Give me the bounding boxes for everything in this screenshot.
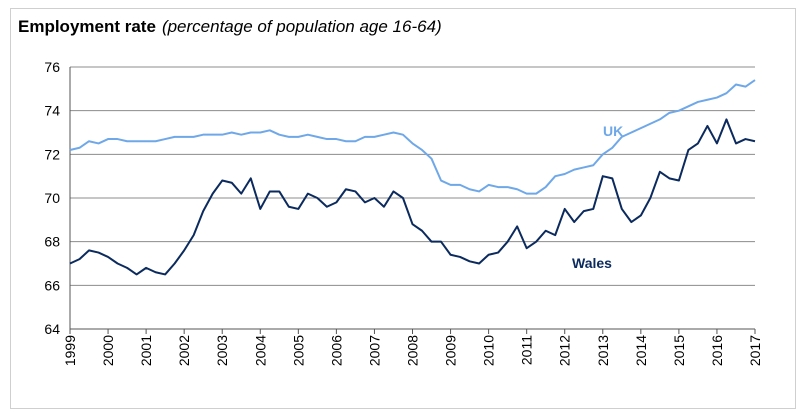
y-tick-label: 74 [44,103,60,119]
x-tick-label: 2001 [138,335,154,366]
series-label: UK [603,123,623,139]
y-tick-label: 68 [44,234,60,250]
series-label: Wales [572,255,612,271]
y-tick-label: 66 [44,277,60,293]
x-tick-label: 2009 [443,335,459,366]
frame [10,8,796,409]
chart-title: Employment rate [18,17,156,36]
x-tick-label: 2007 [366,335,382,366]
x-tick-label: 2003 [214,335,230,366]
y-tick-label: 76 [44,59,60,75]
y-tick-label: 64 [44,321,60,337]
y-tick-label: 72 [44,146,60,162]
x-tick-label: 2000 [100,335,116,366]
x-tick-label: 2004 [252,335,268,366]
x-tick-label: 2005 [290,335,306,366]
series-line [69,118,756,276]
y-tick-label: 70 [44,190,60,206]
chart-subtitle: (percentage of population age 16-64) [162,17,442,36]
x-tick-label: 2006 [328,335,344,366]
x-tick-label: 2017 [747,335,763,366]
x-tick-label: 2011 [519,335,535,365]
x-tick-label: 2012 [557,335,573,366]
x-tick-label: 2008 [405,335,421,366]
x-tick-label: 2013 [595,335,611,366]
x-tick-label: 2015 [671,335,687,366]
x-tick-label: 2002 [176,335,192,366]
x-tick-label: 2016 [709,335,725,366]
chart-heading: Employment rate (percentage of population… [18,17,442,36]
series-line [69,79,756,195]
x-tick-label: 2010 [481,335,497,366]
x-tick-label: 1999 [62,335,78,366]
x-tick-label: 2014 [633,335,649,366]
